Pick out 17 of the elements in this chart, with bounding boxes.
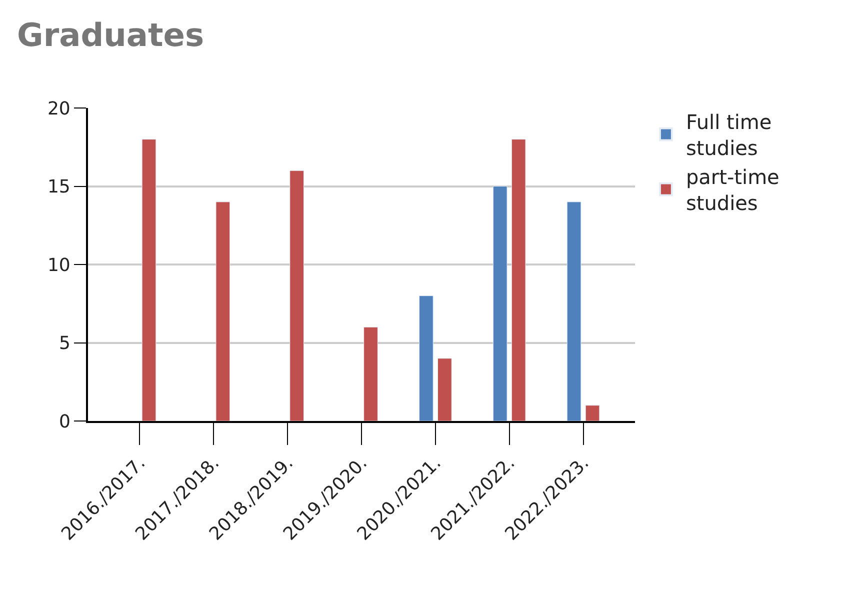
bar [437, 358, 452, 421]
y-tick-label: 20 [47, 98, 70, 120]
bar [290, 170, 304, 421]
bar [585, 405, 600, 421]
y-tick-label: 10 [47, 254, 70, 276]
bar [216, 202, 230, 421]
bar [511, 139, 526, 421]
bar [566, 202, 582, 421]
legend-label: part-time studies [686, 165, 780, 216]
chart-title: Graduates [17, 16, 204, 54]
y-tick-label: 15 [47, 176, 70, 198]
y-tick-label: 5 [58, 333, 70, 354]
bar [492, 186, 508, 421]
y-tick-label: 0 [58, 411, 70, 432]
bar [364, 326, 378, 421]
bar [142, 139, 156, 421]
bar [419, 296, 434, 421]
